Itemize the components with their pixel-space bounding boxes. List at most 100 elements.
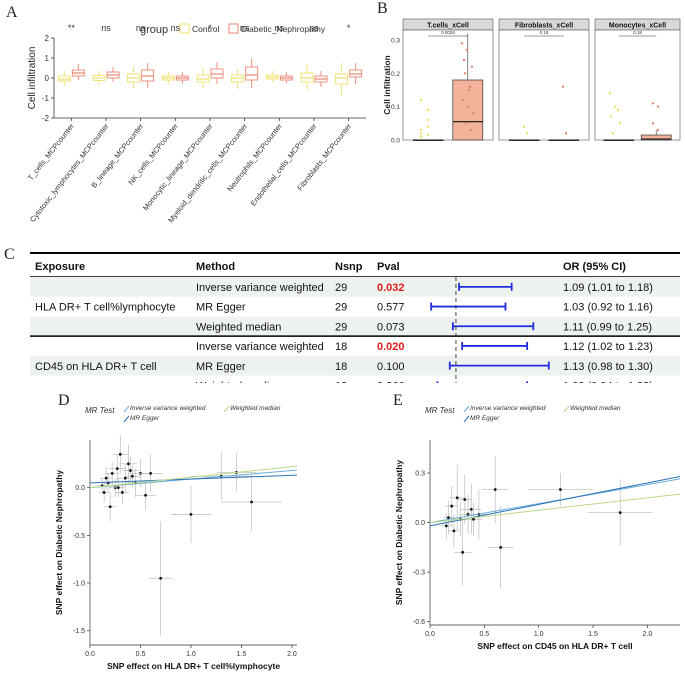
legend-key	[463, 415, 470, 423]
row-nsnp: 29	[335, 302, 347, 314]
data-point	[131, 474, 134, 478]
y-tick-label: -1.0	[73, 581, 85, 588]
y-tick-label: 0.0	[391, 138, 400, 145]
data-point	[123, 476, 127, 480]
data-point	[455, 496, 459, 500]
y-tick-label: -0.3	[413, 570, 425, 577]
y-tick-label: -2	[42, 114, 50, 123]
x-tick-label: 0.0	[85, 651, 95, 658]
x-tick-label: 1.5	[588, 631, 598, 638]
jitter-point-dn	[469, 128, 473, 132]
data-point	[472, 517, 475, 521]
data-point	[469, 507, 473, 511]
data-point	[189, 512, 193, 516]
y-tick-label: -0.5	[73, 533, 85, 540]
data-point	[128, 469, 132, 472]
box-body	[245, 66, 259, 81]
significance-label: ns	[240, 23, 250, 33]
row-method: Inverse variance weighted	[196, 282, 324, 294]
panel-e-scatter: MR Test Inverse variance weighted MR Egger…	[394, 405, 681, 651]
jitter-point-control	[426, 118, 430, 122]
pvalue-label: 0.18	[633, 30, 642, 35]
data-point	[149, 471, 152, 475]
jitter-point-control	[611, 132, 615, 135]
jitter-point-dn	[467, 88, 471, 92]
significance-label: ns	[309, 23, 319, 33]
y-axis-title: SNP effect on Diabetic Nephropathy	[55, 470, 64, 616]
data-point	[559, 488, 562, 491]
row-nsnp: 18	[335, 381, 347, 384]
row-nsnp: 29	[335, 321, 347, 333]
data-point	[104, 476, 108, 480]
y-tick-label: -0.6	[413, 619, 425, 626]
jitter-point-control	[613, 105, 617, 108]
legend-key	[223, 405, 230, 413]
facet-title: T.cells_xCell	[427, 23, 469, 30]
y-tick-label: 0	[45, 74, 50, 83]
jitter-point-dn	[461, 98, 465, 102]
row-or-ci: 1.13 (0.98 to 1.30)	[563, 361, 653, 373]
row-band	[30, 316, 680, 337]
header-exposure: Exposure	[35, 261, 85, 273]
data-point	[115, 467, 119, 471]
jitter-point-control	[419, 128, 423, 132]
jitter-point-dn	[470, 65, 474, 68]
box-body	[640, 134, 672, 141]
row-pval: 0.073	[377, 321, 405, 333]
row-band	[30, 277, 680, 297]
panel-a-boxplot: group Control Diabetic_Nephropathy -2 -1 0 1 2C…	[26, 23, 366, 224]
data-point	[450, 504, 454, 508]
x-tick-label: 0.0	[425, 631, 435, 638]
data-point	[618, 511, 622, 515]
x-tick-label: 0.5	[136, 651, 146, 658]
jitter-point-control	[419, 132, 423, 135]
y-tick-label: 2	[45, 34, 50, 43]
jitter-point-control	[426, 133, 430, 137]
jitter-point-control	[426, 108, 430, 112]
data-point	[116, 486, 120, 490]
legend-label: Weighted median	[230, 405, 281, 412]
jitter-point-dn	[460, 42, 464, 45]
data-point	[159, 576, 163, 580]
data-point	[120, 491, 124, 494]
significance-label: *	[347, 23, 351, 33]
data-point	[110, 471, 114, 475]
row-pval: 0.032	[377, 282, 405, 294]
row-nsnp: 29	[335, 282, 347, 294]
row-method: Weighted median	[196, 321, 281, 333]
x-tick-label: 2.0	[643, 631, 653, 638]
jitter-point-dn	[462, 58, 466, 62]
data-point	[108, 505, 112, 509]
data-point	[118, 452, 122, 456]
data-point	[452, 529, 456, 533]
x-axis-title: SNP effect on CD45 on HLA DR+ T cell	[477, 641, 632, 651]
row-method: Inverse variance weighted	[196, 341, 324, 353]
significance-label: **	[68, 23, 76, 33]
row-or-ci: 1.12 (1.02 to 1.23)	[563, 341, 653, 353]
row-exposure: CD45 on HLA DR+ T cell	[35, 361, 157, 373]
legend-label: MR Egger	[130, 415, 160, 422]
legend-label: Inverse variance weighted	[130, 405, 206, 412]
panel-b-facet-boxplot: Cell infiltration 0.0 0.1 0.2 0.3 T.cells_xCe…	[382, 18, 681, 145]
row-pval: 0.100	[377, 361, 405, 373]
x-tick-label: 2.0	[287, 651, 297, 658]
legend-title: MR Test	[85, 406, 115, 415]
row-or-ci: 1.11 (0.99 to 1.25)	[563, 321, 652, 333]
header-nsnp: Nsnp	[335, 261, 363, 273]
data-point	[126, 462, 130, 466]
legend-key	[463, 405, 470, 413]
legend-title: MR Test	[425, 406, 455, 415]
y-tick-label: -1.5	[73, 628, 85, 635]
data-point	[461, 550, 465, 554]
jitter-point-control	[525, 132, 529, 135]
jitter-point-control	[522, 125, 526, 128]
jitter-point-dn	[465, 48, 469, 52]
x-tick-label: Endothelial_cells_MCPcounter	[249, 121, 319, 207]
jitter-point-dn	[656, 128, 660, 132]
panel-label-e: E	[393, 392, 403, 409]
row-method: MR Egger	[196, 361, 246, 373]
legend-label-control: Control	[192, 24, 220, 34]
y-axis-title: SNP effect on Diabetic Nephropathy	[394, 460, 404, 606]
y-axis-title: Cell infiltration	[382, 55, 392, 115]
legend-key	[123, 415, 130, 423]
